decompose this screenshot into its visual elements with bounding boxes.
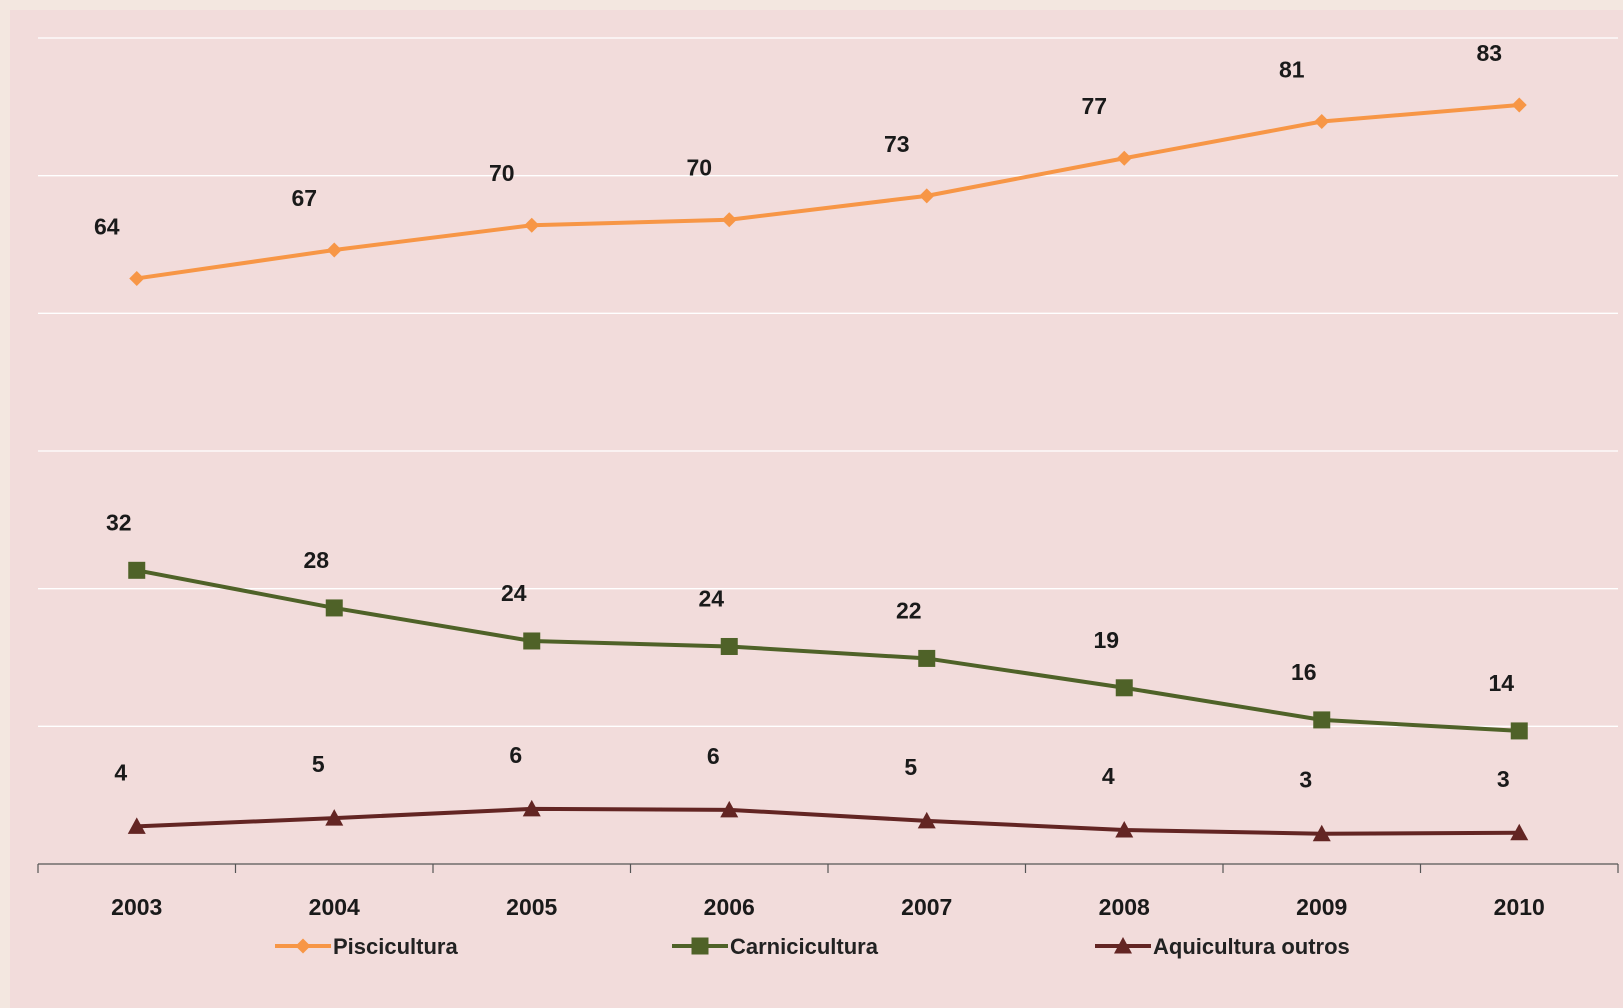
data-point bbox=[720, 800, 739, 818]
data-point bbox=[326, 242, 342, 258]
x-tick-label: 2003 bbox=[111, 894, 162, 920]
data-point bbox=[1510, 823, 1529, 841]
data-label: 16 bbox=[1291, 659, 1317, 685]
data-label: 77 bbox=[1081, 93, 1107, 119]
data-point bbox=[1511, 97, 1527, 113]
data-label: 14 bbox=[1488, 670, 1514, 696]
data-label: 3 bbox=[1497, 766, 1510, 792]
data-point bbox=[1312, 824, 1331, 842]
data-labels: 64 67 70 70 73 77 81 83 32 28 24 24 22 19 16 14 4 5 6 6 5 4 3 3 bbox=[94, 40, 1514, 793]
data-point bbox=[720, 637, 738, 655]
data-point bbox=[524, 217, 540, 233]
data-point bbox=[128, 561, 146, 579]
data-point bbox=[1313, 711, 1331, 729]
series-layer bbox=[127, 97, 1529, 842]
legend-item: Carnicicultura bbox=[672, 934, 879, 959]
data-label: 24 bbox=[501, 580, 527, 606]
series-line bbox=[134, 568, 1522, 733]
data-point bbox=[1510, 722, 1528, 740]
x-tick-label: 2007 bbox=[901, 894, 952, 920]
data-label: 6 bbox=[509, 742, 522, 768]
data-label: 5 bbox=[312, 751, 325, 777]
data-label: 28 bbox=[303, 547, 329, 573]
data-label: 64 bbox=[94, 213, 120, 239]
series-line bbox=[134, 102, 1522, 281]
x-axis: 2003 2004 2005 2006 2007 2008 2009 2010 bbox=[37, 863, 1619, 920]
data-point bbox=[522, 799, 541, 817]
data-point bbox=[721, 212, 737, 228]
legend-item: Aquicultura outros bbox=[1095, 934, 1350, 959]
x-tick-label: 2004 bbox=[309, 894, 360, 920]
x-tick-label: 2009 bbox=[1296, 894, 1347, 920]
data-point bbox=[917, 811, 936, 829]
x-tick-label: 2006 bbox=[704, 894, 755, 920]
data-point bbox=[1314, 114, 1330, 130]
legend: Piscicultura Carnicicultura Aquicultura ou… bbox=[275, 934, 1350, 959]
gridlines bbox=[38, 37, 1618, 727]
data-label: 3 bbox=[1299, 767, 1312, 793]
data-point bbox=[325, 809, 344, 826]
legend-marker bbox=[1114, 937, 1132, 954]
x-tick-label: 2005 bbox=[506, 894, 557, 920]
data-label: 4 bbox=[1102, 763, 1115, 789]
data-label: 6 bbox=[707, 743, 720, 769]
data-point bbox=[127, 817, 146, 834]
legend-label: Piscicultura bbox=[333, 934, 458, 959]
data-point bbox=[129, 270, 145, 286]
x-tick-label: 2010 bbox=[1494, 894, 1545, 920]
data-label: 24 bbox=[698, 585, 724, 611]
data-label: 67 bbox=[291, 185, 317, 211]
chart-background bbox=[10, 10, 1623, 1008]
legend-item: Piscicultura bbox=[275, 934, 458, 959]
data-point bbox=[918, 649, 936, 667]
data-label: 70 bbox=[686, 155, 712, 181]
data-point bbox=[1115, 821, 1134, 838]
data-label: 81 bbox=[1279, 57, 1305, 83]
legend-label: Carnicicultura bbox=[730, 934, 879, 959]
data-point bbox=[1116, 150, 1132, 166]
data-label: 73 bbox=[884, 131, 910, 157]
data-label: 5 bbox=[904, 754, 917, 780]
series-line bbox=[134, 806, 1522, 836]
legend-label: Aquicultura outros bbox=[1153, 934, 1350, 959]
data-label: 4 bbox=[114, 759, 127, 785]
data-label: 22 bbox=[896, 597, 922, 623]
legend-marker bbox=[691, 937, 709, 955]
data-point bbox=[523, 632, 541, 650]
legend-marker bbox=[295, 938, 311, 954]
data-label: 70 bbox=[489, 160, 515, 186]
data-label: 32 bbox=[106, 509, 132, 535]
data-point bbox=[919, 188, 935, 204]
data-point bbox=[1115, 679, 1133, 697]
data-label: 83 bbox=[1476, 40, 1502, 66]
data-label: 19 bbox=[1093, 627, 1119, 653]
x-tick-label: 2008 bbox=[1099, 894, 1150, 920]
data-point bbox=[325, 599, 343, 617]
